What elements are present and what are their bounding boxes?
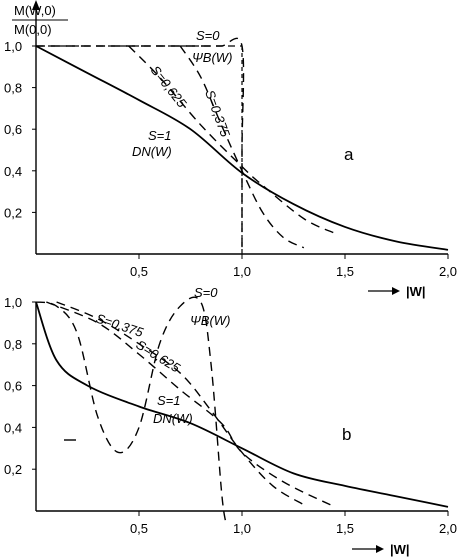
y-label-denominator: M(0,0): [14, 22, 52, 37]
panel-letter: a: [344, 145, 354, 164]
series-label: S=0,625: [148, 63, 190, 111]
series-line-S1: [35, 301, 449, 508]
y-tick-label: 0,2: [4, 462, 22, 477]
x-tick-label: 1,0: [233, 521, 251, 536]
y-tick-label: 0,6: [4, 379, 22, 394]
y-tick-label: 0,6: [4, 122, 22, 137]
series-label: S=0,375: [202, 88, 233, 140]
series-label: S=1: [157, 393, 181, 408]
y-tick-label: 0,8: [4, 81, 22, 96]
x-tick-label: 2,0: [439, 521, 457, 536]
series-label: S=1: [148, 128, 172, 143]
series-label: S=0: [194, 285, 218, 300]
x-tick-label: 2,0: [439, 264, 457, 279]
x-tick-label: 1,5: [336, 521, 354, 536]
series-line-S0625: [46, 301, 336, 508]
y-tick-label: 0,2: [4, 205, 22, 220]
series-line-S0: [36, 37, 245, 254]
series-line-S0: [35, 296, 227, 522]
y-tick-label: 0,4: [4, 164, 22, 179]
x-label-arrowhead: [392, 287, 400, 295]
y-axis-arrow: [32, 0, 40, 10]
series-label: DN(W): [132, 144, 172, 159]
panel-a: 0,5 1,0 1,5 2,0 1,0 0,8 0,6 0,4 0,2 S=0 ΨB(W)S=0,6…: [4, 0, 457, 299]
x-axis-label: |W|: [406, 284, 426, 299]
x-tick-label: 1,0: [233, 264, 251, 279]
x-tick-label: 0,5: [130, 264, 148, 279]
series-label: ΨB(W): [192, 50, 232, 65]
panel-letter: b: [342, 425, 351, 444]
series-line-S1: [35, 45, 449, 251]
panel-b: 0,5 1,0 1,5 2,0 1,0 0,8 0,6 0,4 0,2 S=0 ΨB(W) S=0,3…: [4, 285, 457, 557]
x-axis-label: |W|: [390, 542, 410, 557]
series-line-S0625: [128, 45, 335, 234]
series-line-S0375: [179, 45, 305, 249]
y-tick-label: 1,0: [4, 39, 22, 54]
y-tick-label: 0,4: [4, 420, 22, 435]
series-label: S=0: [196, 28, 220, 43]
y-label-numerator: M(W,0): [14, 3, 56, 18]
x-label-arrowhead: [376, 545, 384, 553]
series-label: DN(W): [153, 411, 193, 426]
series-label: S=0,375: [94, 311, 146, 341]
y-tick-label: 1,0: [4, 295, 22, 310]
series-line-S0375: [56, 301, 305, 506]
x-tick-label: 1,5: [336, 264, 354, 279]
x-tick-label: 0,5: [130, 521, 148, 536]
series-label: ΨB(W): [190, 313, 230, 328]
y-tick-label: 0,8: [4, 337, 22, 352]
